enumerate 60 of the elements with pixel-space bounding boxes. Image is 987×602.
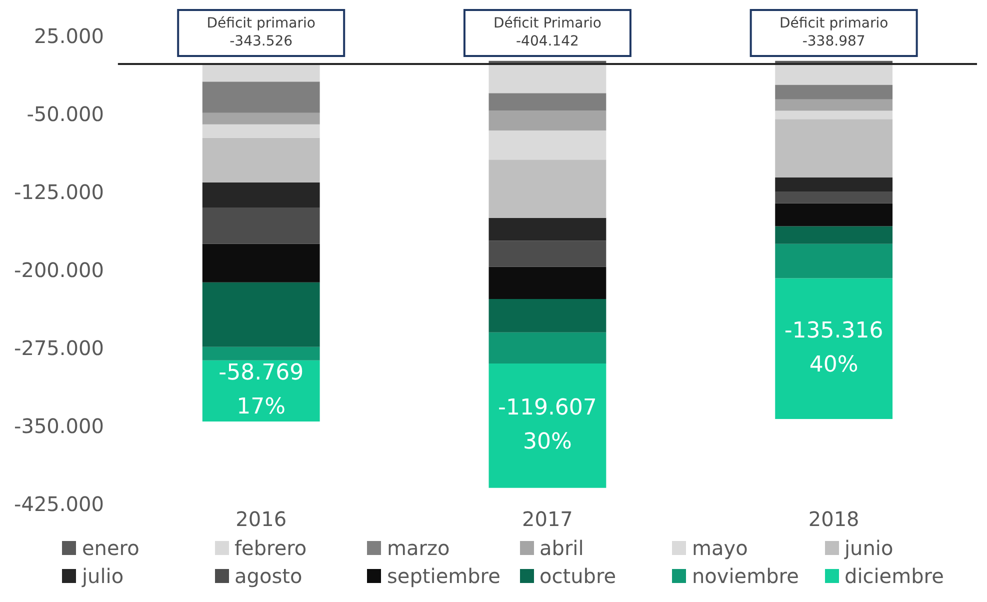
bar xyxy=(202,182,320,208)
x-tick-label: 2018 xyxy=(808,507,860,532)
annotation: Déficit primario -343.526 xyxy=(206,16,316,50)
bar xyxy=(775,278,893,419)
y-tick-label: 25.000 xyxy=(34,24,104,48)
legend-label: septiembre xyxy=(387,564,500,588)
bar xyxy=(202,244,320,282)
bar xyxy=(775,177,893,192)
bar xyxy=(202,112,320,124)
legend-label: marzo xyxy=(387,536,450,560)
data-label: -58.769 17% xyxy=(218,360,304,420)
x-tick-label: 2016 xyxy=(236,507,287,532)
bar xyxy=(775,203,893,226)
bar xyxy=(202,138,320,183)
legend-label: junio xyxy=(844,536,894,560)
bar xyxy=(488,364,606,488)
bar xyxy=(202,282,320,347)
legend-label: octubre xyxy=(540,564,616,588)
bar xyxy=(488,110,606,131)
bar xyxy=(775,110,893,120)
y-tick-label: -275.000 xyxy=(14,336,104,360)
bar xyxy=(775,64,893,85)
bar xyxy=(202,64,320,82)
bar xyxy=(488,160,606,218)
bar xyxy=(775,226,893,244)
bar xyxy=(488,218,606,241)
bar xyxy=(775,244,893,278)
bar xyxy=(488,130,606,160)
bar xyxy=(202,82,320,113)
data-label: -119.607 30% xyxy=(498,395,597,454)
bar xyxy=(202,208,320,244)
bar xyxy=(488,299,606,332)
bar xyxy=(775,119,893,178)
y-tick-label: -125.000 xyxy=(14,180,104,204)
legend-label: abril xyxy=(540,536,584,560)
legend-label: agosto xyxy=(234,564,302,588)
bar xyxy=(488,332,606,364)
legend-label: diciembre xyxy=(844,564,944,588)
y-tick-label: -425.000 xyxy=(14,492,104,516)
bar xyxy=(488,93,606,111)
legend-label: enero xyxy=(82,536,140,560)
x-tick-label: 2017 xyxy=(522,507,573,532)
data-label: -135.316 40% xyxy=(784,318,884,378)
annotation: Déficit primario -338.987 xyxy=(779,16,888,50)
bar xyxy=(775,192,893,204)
bar xyxy=(488,64,606,94)
bar xyxy=(202,124,320,138)
y-tick-label: -350.000 xyxy=(14,414,104,438)
bar xyxy=(775,99,893,111)
bar xyxy=(488,240,606,267)
legend-label: julio xyxy=(82,564,124,588)
bar xyxy=(775,84,893,100)
legend-label: febrero xyxy=(234,536,307,560)
annotation: Déficit Primario -404.142 xyxy=(493,16,602,50)
y-tick-label: -50.000 xyxy=(26,102,104,126)
bar xyxy=(488,266,606,300)
legend-label: mayo xyxy=(692,536,748,560)
legend-label: noviembre xyxy=(692,564,799,588)
y-tick-label: -200.000 xyxy=(14,258,104,282)
bar xyxy=(202,346,320,360)
